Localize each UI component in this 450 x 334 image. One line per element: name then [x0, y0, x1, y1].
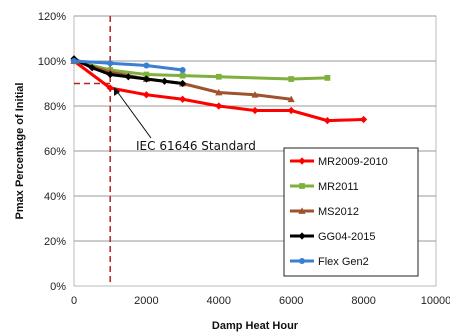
annotation-text: IEC 61646 Standard: [136, 139, 256, 153]
data-point: [215, 73, 222, 80]
data-point: [323, 117, 331, 125]
data-point: [106, 84, 114, 92]
y-tick-label: 100%: [38, 56, 66, 68]
series-flex-gen2: [70, 57, 186, 74]
legend-swatch-marker: [299, 183, 305, 189]
data-point: [143, 71, 150, 78]
legend-label: GG04-2015: [318, 231, 375, 243]
legend-item: MR2011: [290, 181, 359, 193]
data-point: [324, 74, 331, 81]
legend-label: MR2009-2010: [318, 156, 388, 168]
data-point: [70, 57, 78, 65]
y-tick-label: 40%: [44, 191, 66, 203]
data-point: [251, 91, 259, 98]
y-tick-label: 80%: [44, 101, 66, 113]
annotation-arrowhead: [114, 87, 120, 96]
series-line: [73, 59, 183, 72]
y-tick-labels: 0% 20% 40% 60% 80% 100% 120%: [38, 11, 66, 293]
y-tick-label: 0%: [50, 281, 66, 293]
legend-item: Flex Gen2: [290, 256, 369, 268]
legend-label: Flex Gen2: [318, 256, 369, 268]
series-layer: [70, 55, 368, 125]
data-point: [179, 79, 187, 88]
y-tick-label: 120%: [38, 11, 66, 23]
data-point: [287, 95, 295, 103]
data-point: [287, 106, 295, 115]
data-point: [160, 77, 169, 85]
data-point: [106, 70, 114, 79]
data-point: [251, 106, 259, 115]
legend-items: MR2009-2010 MR2011 MS2012 GG04-2015 Flex Gen…: [290, 156, 388, 268]
y-tick-label: 60%: [44, 146, 66, 158]
data-point: [215, 102, 223, 110]
legend-swatch-marker: [298, 157, 306, 165]
legend-swatch-marker: [298, 232, 306, 240]
legend-item: MS2012: [290, 206, 359, 218]
data-point: [143, 62, 150, 69]
legend-label: MR2011: [318, 181, 359, 193]
x-tick-label: 0: [71, 295, 77, 307]
x-tick-label: 6000: [279, 295, 303, 307]
x-tick-label: 2000: [134, 295, 158, 307]
annotation-group: IEC 61646 Standard: [114, 87, 256, 153]
data-point: [179, 66, 186, 74]
data-point: [142, 91, 150, 99]
legend-item: MR2009-2010: [290, 156, 388, 168]
legend-swatch-marker: [298, 257, 306, 265]
x-tick-label: 8000: [351, 295, 375, 307]
data-point: [360, 115, 368, 124]
annotation-arrow: [115, 89, 152, 139]
y-axis-title: Pmax Percentage of Initial: [14, 83, 26, 220]
legend-item: GG04-2015: [290, 231, 375, 243]
series-gg04-2015: [70, 55, 187, 88]
data-point: [288, 76, 295, 82]
y-tick-label: 20%: [44, 236, 66, 248]
x-tick-labels: 0 2000 4000 6000 8000 10000: [71, 295, 450, 307]
x-tick-label: 10000: [421, 295, 450, 307]
data-point: [107, 60, 114, 67]
data-point: [179, 72, 186, 79]
legend-swatch-marker: [298, 207, 306, 214]
data-point: [215, 88, 223, 96]
data-point: [179, 95, 187, 103]
x-tick-label: 4000: [207, 295, 231, 307]
x-axis-title: Damp Heat Hour: [212, 320, 299, 332]
legend-label: MS2012: [318, 206, 359, 218]
data-point: [88, 64, 96, 72]
data-point: [142, 75, 150, 83]
data-point: [124, 73, 132, 81]
